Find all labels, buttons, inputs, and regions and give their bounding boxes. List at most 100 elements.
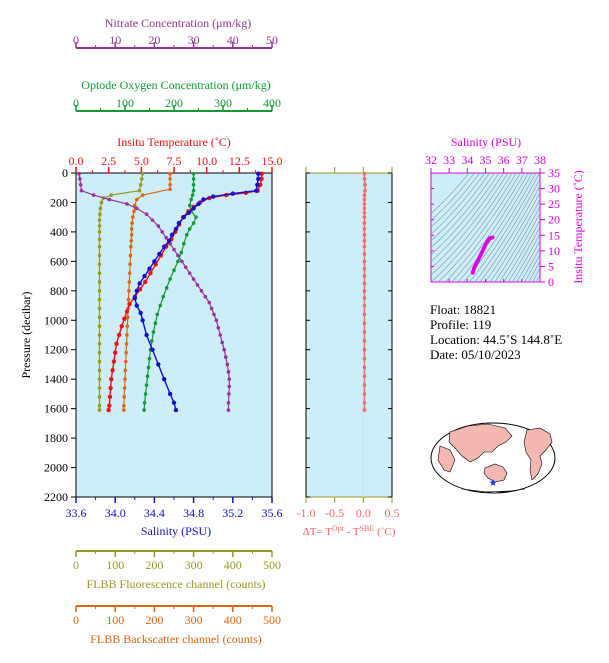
nitrate-point (172, 247, 176, 252)
oxygen-point (191, 221, 196, 225)
oxygen-point (145, 374, 150, 379)
fluorescence-point (97, 315, 102, 320)
nitrate-point (227, 384, 232, 389)
ts-ytick-label: 15 (548, 228, 560, 242)
backscatter-point (132, 209, 136, 214)
ts-xtick-label: 33 (443, 153, 455, 167)
fluorescence-point (97, 280, 102, 284)
nitrate-point (214, 318, 219, 323)
backscatter-point (125, 333, 129, 337)
pressure-tick-label: 2200 (44, 490, 68, 504)
delta-point (362, 221, 367, 225)
fluorescence-point (97, 244, 102, 249)
nitrate-point (216, 325, 221, 330)
fluorescence-tick-label: 200 (145, 558, 163, 572)
fluorescence-point (97, 333, 102, 337)
nitrate-point (223, 355, 228, 359)
nitrate-point (199, 289, 204, 293)
oxygen-tick-label: 300 (214, 96, 232, 110)
delta-point (362, 281, 367, 286)
temperature-point (259, 171, 264, 176)
nitrate-point (227, 377, 232, 381)
nitrate-point (226, 400, 231, 405)
oxygen-point (187, 227, 192, 231)
backscatter-point (140, 193, 145, 197)
temperature-point (143, 279, 148, 285)
ts-contour (431, 173, 470, 214)
salinity-point (137, 281, 142, 286)
fluorescence-point (109, 193, 114, 197)
backscatter-tick-label: 400 (224, 613, 242, 627)
salinity-point (144, 332, 149, 338)
temperature-point (109, 376, 114, 382)
backscatter-point (124, 350, 128, 355)
ts-contour (463, 173, 537, 282)
backscatter-point (123, 359, 128, 364)
fluorescence-point (97, 359, 102, 364)
temperature-point (108, 385, 113, 391)
delta-plot-background (305, 172, 393, 498)
salinity-point (169, 232, 175, 238)
ts-ytick-label: 35 (548, 166, 560, 180)
nitrate-tick-label: 50 (266, 33, 278, 47)
delta-point (362, 365, 367, 370)
backscatter-point (128, 262, 132, 267)
temperature-point (127, 301, 132, 307)
map-land (437, 423, 553, 494)
nitrate-point (91, 193, 96, 197)
ts-contour (507, 226, 540, 282)
backscatter-point (122, 408, 126, 412)
ts-contour (431, 173, 504, 262)
ts-ytick-label: 30 (548, 182, 560, 196)
pressure-axis-label: Pressure (decibar) (19, 292, 33, 379)
delta-series (362, 171, 367, 412)
pressure-tick-label: 200 (50, 195, 68, 209)
salinity-point (147, 266, 152, 271)
nitrate-point (78, 177, 82, 181)
backscatter-point (129, 227, 134, 231)
fluorescence-point (97, 386, 102, 390)
land-americas (523, 427, 553, 481)
fluorescence-point (97, 230, 102, 234)
oxygen-point (144, 383, 149, 387)
nitrate-tick-label: 40 (227, 33, 239, 47)
ts-contour (431, 173, 509, 269)
nitrate-point (160, 230, 165, 234)
temperature-tick-label: 2.5 (101, 154, 116, 168)
salinity-point (156, 362, 161, 367)
delta-point (362, 244, 367, 249)
delta-point (363, 182, 367, 187)
backscatter-tick-label: 0 (73, 613, 79, 627)
nitrate-tick-label: 30 (188, 33, 200, 47)
salinity-point (181, 214, 186, 220)
salinity-point (173, 226, 179, 232)
backscatter-point (133, 203, 137, 208)
pressure-tick-label: 1800 (44, 431, 68, 445)
pressure-tick-label: 1200 (44, 343, 68, 357)
temperature-tick-label: 0.0 (69, 154, 84, 168)
delta-t-panel: ΔT= TOpt - TSBE (˚C) -1.0 -0.5 0.0 0.5 (297, 167, 400, 538)
ts-contour (494, 206, 540, 282)
fluorescence-point (97, 368, 102, 373)
temperature-point (119, 323, 124, 329)
backscatter-point (127, 289, 131, 293)
nitrate-point (226, 408, 231, 412)
main-axes: 0200400600800100012001400160018002000220… (44, 33, 283, 627)
backscatter-point (168, 187, 172, 191)
oxygen-tick-label: 100 (116, 96, 134, 110)
temperature-tick-label: 5.0 (134, 154, 149, 168)
location: Location: 44.5˚S 144.8˚E (430, 332, 563, 347)
fluorescence-point (140, 177, 144, 181)
fluorescence-tick-label: 400 (224, 558, 242, 572)
pressure-tick-label: 600 (50, 254, 68, 268)
pressure-tick-label: 0 (62, 166, 68, 180)
delta-point (362, 303, 367, 308)
oxygen-point (153, 321, 158, 326)
salinity-point (166, 238, 172, 243)
delta-tick-label: -1.0 (297, 506, 316, 520)
delta-point (362, 238, 367, 243)
land-antarctica (461, 488, 526, 494)
backscatter-point (126, 297, 131, 302)
nitrate-tick-label: 20 (148, 33, 160, 47)
